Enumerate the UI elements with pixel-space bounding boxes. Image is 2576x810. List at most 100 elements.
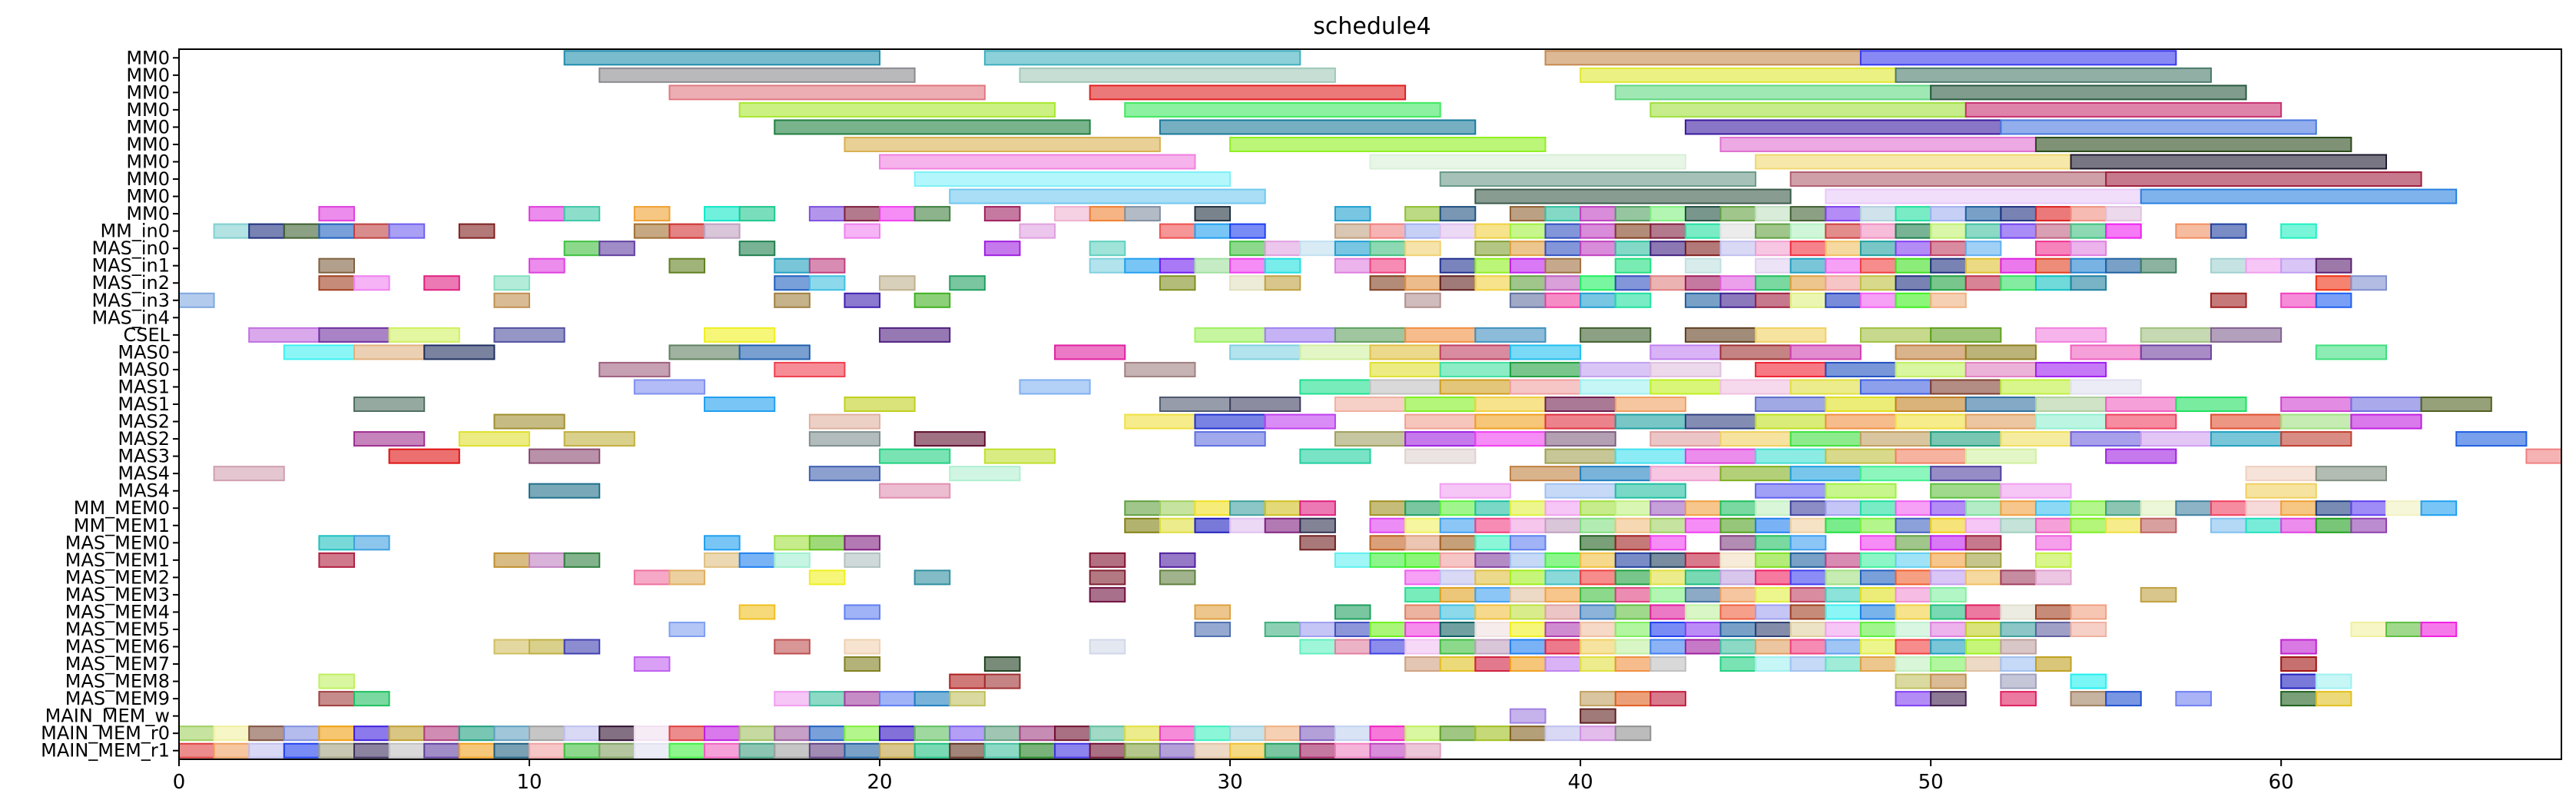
task-bar [1684,292,1722,308]
task-bar [633,725,671,742]
task-bar [1719,223,1757,239]
task-bar [1895,396,1967,413]
task-bar [563,50,881,66]
task-bar [529,257,565,274]
task-bar [1334,241,1371,257]
task-bar [563,241,601,257]
task-bar [1895,292,1932,308]
task-bar [879,327,951,343]
task-bar [493,742,531,759]
task-bar [1194,621,1232,637]
task-bar [493,552,531,568]
task-bar [1895,344,1967,360]
task-bar [1895,604,1932,620]
task-bar [1789,379,1862,395]
task-bar [1404,656,1441,672]
task-bar [598,725,635,742]
task-bar [1964,361,2037,377]
task-bar [458,223,496,239]
task-bar [2315,344,2387,360]
task-bar [1755,552,1792,568]
task-bar [1404,223,1441,239]
task-bar [1859,327,1932,343]
task-bar [1859,292,1897,308]
task-bar [1369,154,1686,170]
task-bar [1580,241,1616,257]
task-bar [738,552,776,568]
task-bar [1825,569,1862,586]
task-bar [248,223,285,239]
task-bar [1930,327,2002,343]
task-bar [1509,344,1582,360]
task-bar [1509,552,1547,568]
task-bar [1825,604,1862,620]
task-bar [2000,275,2037,291]
task-bar [2070,223,2107,239]
task-bar [1755,656,1792,672]
task-bar [2000,206,2037,222]
y-tick-label: MAS1 [118,393,170,415]
task-bar [2070,206,2107,222]
task-bar [1299,241,1336,257]
task-bar [1755,154,2072,170]
task-bar [1895,500,1932,516]
task-bar [529,483,601,499]
task-bar [1930,483,2002,499]
task-bar [844,552,881,568]
task-bar [1159,517,1196,533]
y-tick-label: MAS2 [118,428,170,450]
task-bar [2210,413,2283,430]
task-bar [318,223,356,239]
task-bar [1614,639,1652,655]
task-bar [1825,275,1862,291]
task-bar [2034,327,2107,343]
task-bar [844,396,916,413]
task-bar [1859,257,1897,274]
task-bar [2210,517,2247,533]
task-bar [1474,725,1511,742]
task-bar [983,206,1021,222]
task-bar [529,725,565,742]
task-bar [844,639,881,655]
task-bar [1580,361,1652,377]
task-bar [1439,517,1477,533]
task-bar [1474,431,1547,447]
task-bar [2350,396,2422,413]
task-bar [1684,569,1722,586]
task-bar [2034,136,2352,152]
task-bar [2210,500,2247,516]
task-bar [1859,500,1897,516]
task-bar [1789,535,1827,551]
task-bar [808,413,881,430]
task-bar [1719,604,1757,620]
task-bar [1124,413,1196,430]
task-bar [1334,742,1371,759]
task-bar [1614,223,1652,239]
task-bar [1859,535,1897,551]
x-tick-label: 60 [2269,771,2294,794]
chart-title: schedule4 [1313,13,1431,40]
task-bar [178,292,215,308]
task-bar [2140,327,2212,343]
y-tick-label: MM0 [126,203,170,224]
task-bar [1719,292,1757,308]
task-bar [1789,466,1862,482]
task-bar [1544,604,1582,620]
task-bar [844,725,881,742]
task-bar [1334,223,1371,239]
task-bar [1474,396,1547,413]
task-bar [844,223,881,239]
task-bar [283,223,320,239]
task-bar [1194,742,1232,759]
task-bar [2280,673,2317,689]
task-bar [1019,67,1336,83]
task-bar [1544,500,1582,516]
task-bar [563,206,601,222]
task-bar [1264,241,1301,257]
task-bar [1580,552,1616,568]
task-bar [2140,431,2212,447]
task-bar [1755,535,1792,551]
task-bar [808,275,846,291]
task-bar [1859,50,2177,66]
